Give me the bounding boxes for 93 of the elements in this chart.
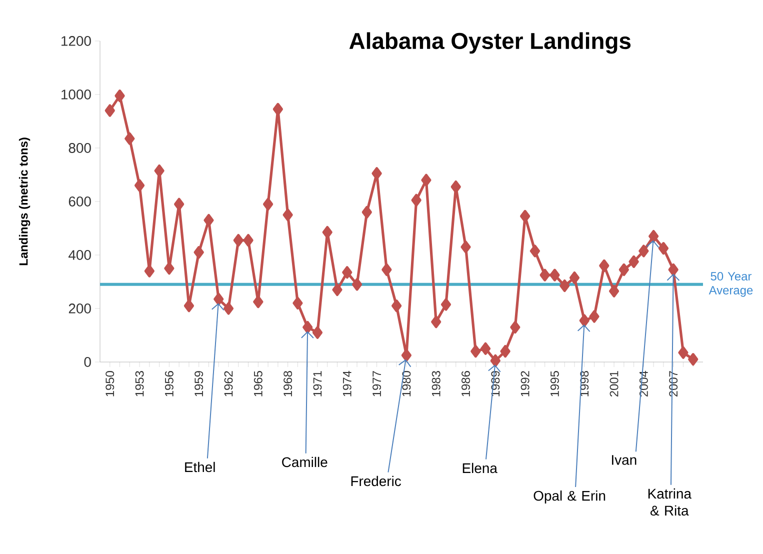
point <box>253 296 264 308</box>
x-tick-label: 1986 <box>462 371 470 396</box>
annotation: Ivan <box>612 455 636 465</box>
point <box>144 264 154 278</box>
point <box>510 320 520 334</box>
x-tick-label: 1950 <box>106 370 114 396</box>
annotation: Katrina & Rita <box>648 488 692 516</box>
point <box>440 298 452 311</box>
x-tick-label: 1977 <box>372 371 382 396</box>
point <box>194 246 204 259</box>
y-tick-label: 600 <box>68 196 91 206</box>
point <box>560 279 570 292</box>
annotation: Ethel <box>185 462 215 472</box>
point <box>411 194 422 206</box>
point <box>263 198 274 210</box>
point <box>223 302 234 315</box>
chart-title: Alabama Oyster Landings <box>349 32 631 54</box>
x-tick-label: 1953 <box>135 371 144 396</box>
x-tick-label: 2001 <box>610 371 618 397</box>
x-tick-label: 1983 <box>432 371 440 396</box>
point <box>322 226 332 239</box>
x-tick-label: 1974 <box>342 370 352 396</box>
point <box>480 342 491 355</box>
point <box>470 345 481 358</box>
y-tick-label: 1000 <box>62 90 91 100</box>
point <box>401 349 412 362</box>
x-tick-label: 1980 <box>402 370 411 396</box>
y-tick-label: 0 <box>84 357 91 367</box>
annotation: Elena <box>462 462 498 474</box>
point <box>114 90 125 102</box>
annotation: Opal & Erin <box>534 490 606 504</box>
y-tick-label: 200 <box>68 304 91 314</box>
annotation: Frederic <box>351 476 402 486</box>
point <box>292 296 303 310</box>
point <box>362 206 372 218</box>
point <box>243 234 254 247</box>
point <box>184 300 194 312</box>
y-tick-label: 1200 <box>62 36 91 46</box>
point <box>540 268 550 282</box>
point <box>174 198 184 210</box>
point <box>421 174 432 186</box>
point <box>312 326 323 339</box>
point <box>272 102 283 116</box>
point <box>599 259 610 272</box>
x-tick-label: 1965 <box>254 371 262 396</box>
point <box>204 214 214 227</box>
x-tick-label: 1992 <box>520 371 530 396</box>
point <box>530 244 540 258</box>
point <box>392 300 402 312</box>
point <box>154 164 164 178</box>
point <box>382 263 392 276</box>
point <box>214 292 224 306</box>
point <box>450 180 461 194</box>
x-tick-label: 1962 <box>224 371 233 396</box>
point <box>688 353 698 366</box>
y-axis-title: Landings (metric tons) <box>18 138 30 266</box>
point <box>332 283 342 296</box>
x-tick-label: 1971 <box>313 371 322 396</box>
point <box>638 244 649 258</box>
point <box>282 208 293 222</box>
point <box>678 346 688 359</box>
point <box>628 255 639 268</box>
point <box>658 242 669 255</box>
point <box>500 345 510 358</box>
point <box>302 320 313 334</box>
x-tick-label: 1968 <box>284 371 292 396</box>
point <box>372 167 382 180</box>
point <box>618 263 629 276</box>
point <box>520 210 530 223</box>
point <box>490 354 500 367</box>
point <box>589 310 600 323</box>
y-tick-label: 400 <box>68 250 91 260</box>
point <box>134 179 145 192</box>
point <box>124 132 135 145</box>
x-tick-label: 1959 <box>194 371 204 396</box>
point <box>569 271 580 284</box>
y-tick-label: 800 <box>68 143 91 153</box>
point <box>668 263 678 276</box>
point <box>352 278 362 291</box>
point <box>648 230 659 243</box>
point <box>579 314 590 327</box>
point <box>550 268 560 282</box>
point <box>460 240 471 254</box>
point <box>608 284 620 298</box>
point <box>233 234 244 247</box>
point <box>164 262 174 275</box>
annotation: Camille <box>282 456 328 468</box>
ref-line-label: 50 Year Average <box>708 272 753 297</box>
x-tick-label: 1995 <box>550 371 559 396</box>
point <box>431 316 442 328</box>
point <box>342 266 352 279</box>
point <box>104 104 115 117</box>
x-tick-label: 1956 <box>164 371 174 396</box>
